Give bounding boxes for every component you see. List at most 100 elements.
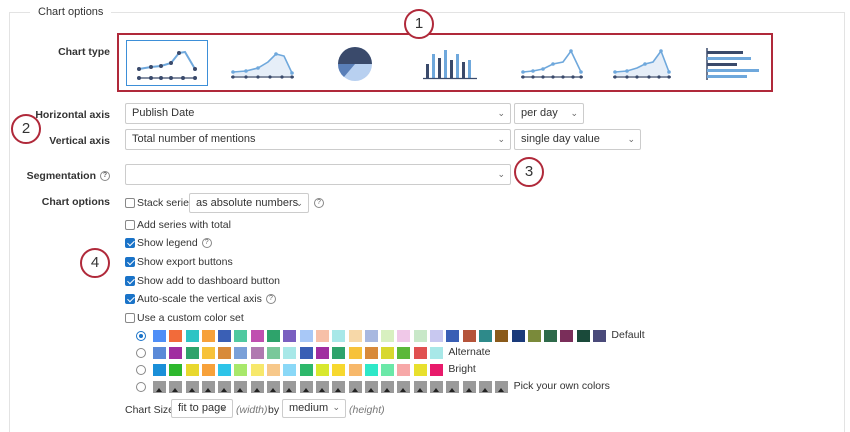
color-swatch[interactable] [560, 330, 574, 342]
stack-series-checkbox[interactable] [125, 198, 135, 208]
color-swatch[interactable] [153, 347, 166, 359]
color-swatch[interactable] [185, 330, 199, 342]
color-swatch[interactable] [430, 330, 444, 342]
color-swatch[interactable] [267, 364, 281, 376]
color-swatch[interactable] [153, 381, 166, 393]
color-swatch[interactable] [283, 347, 297, 359]
color-swatch[interactable] [250, 381, 264, 393]
horizontal-axis-select[interactable]: Publish Date ⌄ [125, 103, 511, 124]
show-legend-checkbox[interactable] [125, 238, 135, 248]
color-swatch[interactable] [413, 330, 427, 342]
color-swatch[interactable] [201, 347, 215, 359]
color-swatch[interactable] [332, 364, 346, 376]
color-swatch[interactable] [218, 364, 232, 376]
color-swatch[interactable] [430, 364, 444, 376]
chart-type-area[interactable] [605, 40, 687, 86]
color-swatch[interactable] [234, 364, 248, 376]
auto-scale-checkbox[interactable] [125, 294, 135, 304]
segmentation-select[interactable]: ⌄ [125, 164, 511, 185]
color-swatch-row[interactable] [153, 347, 446, 359]
color-swatch[interactable] [397, 364, 411, 376]
color-swatch-row[interactable] [153, 364, 446, 376]
color-set-radio-1[interactable] [136, 348, 146, 358]
color-swatch[interactable] [299, 381, 313, 393]
color-swatch[interactable] [462, 330, 476, 342]
color-swatch[interactable] [332, 347, 346, 359]
color-swatch[interactable] [544, 330, 558, 342]
chart-height-select[interactable]: medium ⌄ [282, 399, 346, 418]
color-swatch[interactable] [430, 381, 444, 393]
color-set-radio-0[interactable] [136, 331, 146, 341]
chart-type-pie[interactable] [320, 40, 402, 86]
custom-colors-checkbox[interactable] [125, 313, 135, 323]
color-swatch[interactable] [267, 347, 281, 359]
color-swatch[interactable] [283, 381, 297, 393]
color-swatch[interactable] [250, 330, 264, 342]
color-swatch[interactable] [413, 364, 427, 376]
color-swatch[interactable] [381, 347, 395, 359]
color-swatch[interactable] [299, 364, 313, 376]
color-swatch[interactable] [169, 364, 183, 376]
color-swatch[interactable] [381, 364, 395, 376]
color-swatch[interactable] [234, 381, 248, 393]
chart-type-bar[interactable] [413, 40, 495, 86]
color-swatch[interactable] [218, 330, 232, 342]
color-set-radio-2[interactable] [136, 365, 146, 375]
color-swatch[interactable] [413, 381, 427, 393]
color-swatch[interactable] [364, 381, 378, 393]
color-swatch[interactable] [283, 364, 297, 376]
color-swatch[interactable] [315, 364, 329, 376]
color-swatch[interactable] [267, 330, 281, 342]
color-swatch[interactable] [511, 330, 525, 342]
color-swatch[interactable] [218, 381, 232, 393]
color-swatch[interactable] [315, 330, 329, 342]
color-swatch[interactable] [218, 347, 232, 359]
color-swatch[interactable] [169, 347, 183, 359]
color-swatch[interactable] [267, 381, 281, 393]
color-swatch[interactable] [169, 381, 183, 393]
color-swatch[interactable] [593, 330, 607, 342]
color-swatch[interactable] [446, 330, 460, 342]
color-swatch[interactable] [348, 381, 362, 393]
chart-type-area-markers[interactable] [218, 40, 300, 86]
color-swatch[interactable] [348, 330, 362, 342]
color-swatch[interactable] [201, 381, 215, 393]
color-swatch[interactable] [234, 347, 248, 359]
color-swatch[interactable] [364, 330, 378, 342]
color-swatch[interactable] [153, 364, 166, 376]
color-swatch[interactable] [430, 347, 444, 359]
color-swatch[interactable] [299, 330, 313, 342]
help-icon[interactable]: ? [100, 171, 110, 182]
color-swatch[interactable] [315, 347, 329, 359]
color-swatch[interactable] [495, 330, 509, 342]
color-swatch[interactable] [397, 381, 411, 393]
color-swatch[interactable] [446, 381, 460, 393]
help-icon[interactable]: ? [265, 294, 276, 305]
stack-mode-select[interactable]: as absolute numbers ⌄ [189, 193, 309, 213]
help-icon[interactable]: ? [201, 238, 212, 249]
add-total-checkbox[interactable] [125, 220, 135, 230]
color-swatch[interactable] [283, 330, 297, 342]
color-swatch[interactable] [185, 347, 199, 359]
color-swatch[interactable] [381, 381, 395, 393]
color-swatch[interactable] [250, 364, 264, 376]
color-swatch[interactable] [364, 347, 378, 359]
color-swatch-row[interactable] [153, 381, 512, 393]
color-swatch[interactable] [299, 347, 313, 359]
color-swatch[interactable] [201, 330, 215, 342]
color-swatch[interactable] [576, 330, 590, 342]
vertical-mode-select[interactable]: single day value ⌄ [514, 129, 641, 150]
horizontal-interval-select[interactable]: per day ⌄ [514, 103, 584, 124]
color-swatch[interactable] [413, 347, 427, 359]
color-swatch[interactable] [348, 364, 362, 376]
color-swatch[interactable] [185, 381, 199, 393]
color-swatch[interactable] [381, 330, 395, 342]
color-swatch[interactable] [234, 330, 248, 342]
color-swatch[interactable] [527, 330, 541, 342]
color-swatch[interactable] [478, 381, 492, 393]
show-export-checkbox[interactable] [125, 257, 135, 267]
color-swatch[interactable] [397, 330, 411, 342]
color-swatch[interactable] [185, 364, 199, 376]
color-swatch[interactable] [332, 381, 346, 393]
color-swatch[interactable] [332, 330, 346, 342]
